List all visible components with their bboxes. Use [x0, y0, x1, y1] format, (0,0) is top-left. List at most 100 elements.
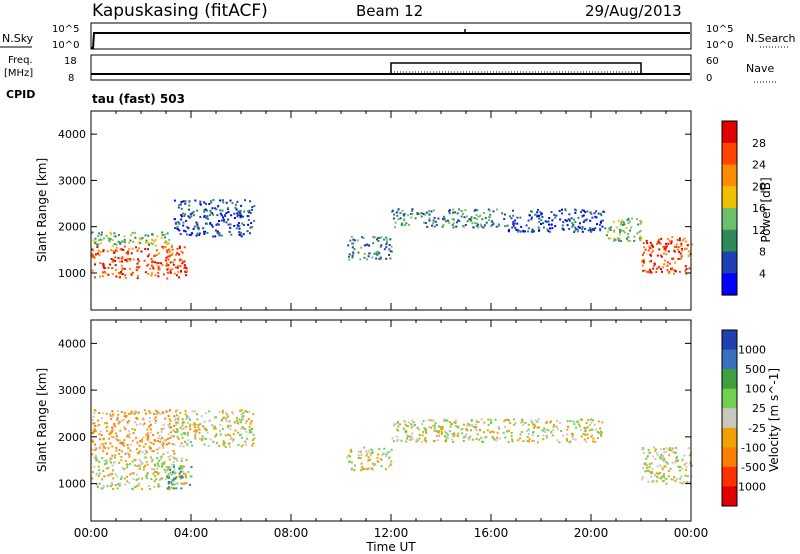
power-cell — [127, 252, 129, 255]
nsky-strip: N.Sky 10^5 10^0 10^5 10^0 N.Search — [0, 22, 796, 51]
power-cell — [203, 214, 206, 217]
power-cell — [197, 233, 200, 236]
power-cell — [235, 227, 238, 230]
power-cell — [91, 255, 94, 258]
velocity-cell — [111, 454, 114, 457]
velocity-cell — [368, 452, 371, 455]
velocity-colorbar-frame — [721, 329, 738, 507]
power-cell — [587, 229, 590, 232]
velocity-cell — [123, 468, 126, 471]
velocity-cell — [367, 450, 370, 453]
velocity-cell — [137, 484, 140, 487]
velocity-cell — [440, 431, 443, 434]
velocity-cell — [578, 425, 581, 428]
velocity-cell — [237, 422, 240, 425]
power-cell — [183, 264, 186, 267]
velocity-cell — [215, 433, 218, 436]
velocity-cell — [677, 459, 679, 462]
power-cell — [442, 223, 445, 226]
velocity-cell — [154, 419, 157, 422]
power-cell — [253, 205, 256, 208]
velocity-cell — [193, 430, 196, 433]
power-cell — [98, 254, 101, 257]
velocity-cell — [99, 438, 101, 441]
velocity-cell — [248, 425, 251, 428]
power-cell — [136, 262, 139, 265]
velocity-cell — [521, 420, 524, 423]
velocity-cell — [110, 418, 113, 420]
velocity-cell — [230, 436, 233, 439]
power-cell — [247, 219, 250, 221]
velocity-cell — [665, 447, 668, 450]
power-cell — [114, 235, 117, 238]
power-cell — [662, 252, 665, 255]
velocity-cell — [242, 427, 245, 430]
velocity-cell — [351, 467, 353, 470]
power-cell — [137, 260, 140, 263]
power-cell — [690, 243, 693, 246]
velocity-cell — [161, 464, 164, 467]
velocity-cell — [101, 457, 104, 459]
velocity-cell — [250, 431, 253, 434]
time-axis-label: Time UT — [365, 540, 416, 554]
velocity-cell — [141, 477, 144, 480]
power-cell — [623, 223, 626, 226]
power-cell — [91, 269, 94, 272]
velocity-cell — [133, 410, 136, 413]
power-cell — [144, 271, 147, 274]
velocity-cell — [646, 455, 649, 458]
power-cell — [115, 246, 118, 249]
velocity-cell — [389, 464, 392, 467]
velocity-cell — [654, 458, 657, 460]
velocity-cell — [236, 419, 239, 422]
velocity-cell — [187, 471, 190, 473]
velocity-colorbar-tick: 1000 — [738, 344, 766, 357]
velocity-cell — [533, 439, 536, 442]
velocity-cell — [586, 426, 589, 429]
power-cell — [573, 218, 576, 221]
power-cell — [649, 270, 652, 273]
velocity-cell — [357, 456, 360, 459]
power-cell — [519, 230, 522, 233]
velocity-cell — [150, 441, 153, 444]
velocity-cell — [508, 429, 510, 432]
velocity-cell — [451, 422, 453, 425]
velocity-cell — [194, 434, 197, 437]
power-cell — [238, 227, 241, 230]
power-cell — [596, 223, 598, 226]
velocity-cell — [160, 428, 163, 431]
power-cell — [229, 223, 232, 226]
power-cell — [448, 209, 451, 211]
power-cell — [148, 253, 150, 256]
velocity-cell — [240, 445, 243, 448]
power-cell — [582, 214, 585, 217]
power-cell — [164, 241, 167, 244]
freq-strip: Freq. [MHz] 18 8 60 0 Nave CPID tau (fas… — [4, 54, 776, 106]
velocity-cell — [174, 477, 177, 480]
power-cell — [603, 210, 606, 213]
power-colorbar-frame — [721, 120, 738, 296]
velocity-cell — [644, 462, 647, 465]
velocity-cell — [134, 411, 137, 413]
velocity-cell — [158, 479, 161, 481]
velocity-cell — [522, 423, 525, 426]
power-cell — [584, 211, 587, 214]
velocity-ylabel: Slant Range [km] — [35, 368, 49, 472]
power-cell — [475, 214, 478, 217]
velocity-cell — [102, 437, 105, 440]
velocity-cell — [151, 467, 153, 470]
velocity-cell — [455, 419, 458, 422]
velocity-cell — [98, 433, 101, 436]
velocity-cell — [182, 472, 185, 475]
velocity-cell — [597, 420, 600, 423]
power-cell — [151, 238, 154, 241]
velocity-cell — [660, 455, 663, 458]
velocity-colorbar-tick: -1000 — [734, 480, 766, 493]
velocity-cell — [133, 464, 136, 467]
power-cell — [166, 249, 168, 252]
power-cell — [378, 252, 381, 255]
velocity-cell — [661, 468, 664, 471]
velocity-cell — [129, 449, 132, 452]
power-cell — [558, 209, 561, 212]
